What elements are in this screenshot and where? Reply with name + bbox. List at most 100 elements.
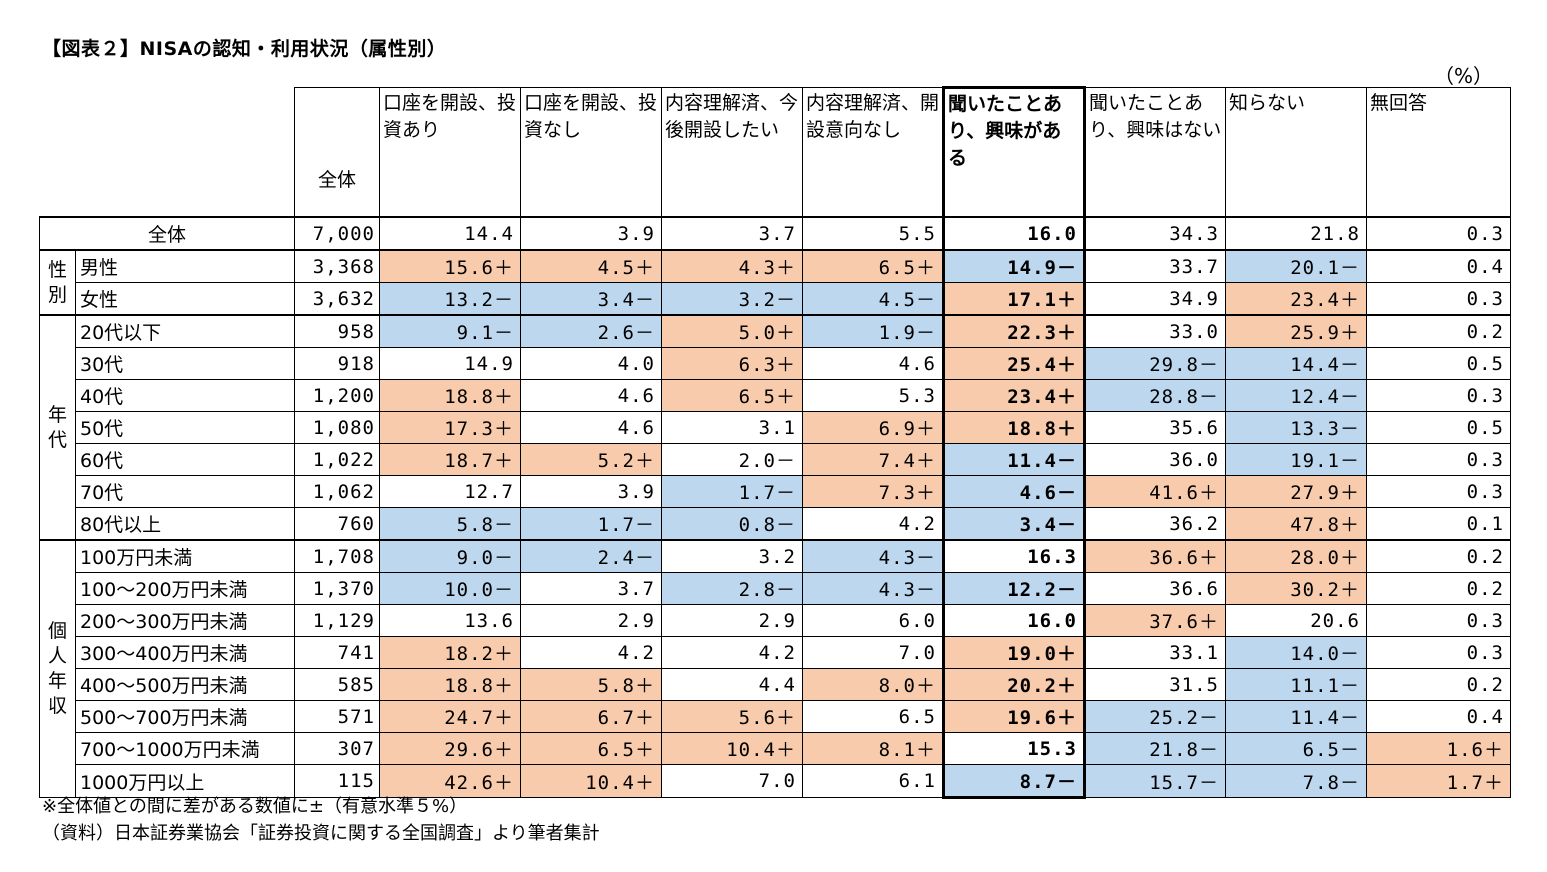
cell-value: 0.3 bbox=[1366, 216, 1511, 251]
cell-value: 11.4－ bbox=[1225, 700, 1367, 733]
cell-value: 6.7＋ bbox=[520, 700, 662, 733]
cell-value: 14.9－ bbox=[942, 249, 1086, 283]
row-label: 60代 bbox=[75, 443, 295, 476]
cell-sample-size: 3,632 bbox=[294, 282, 380, 316]
cell-value: 2.8－ bbox=[661, 572, 803, 605]
row-label: 200～300万円未満 bbox=[75, 604, 295, 637]
row-label-all: 全体 bbox=[39, 216, 295, 251]
table-row: 80代以上 760 5.8－ 1.7－ 0.8－ 4.2 3.4－ 36.2 47.8＋ 0.1 bbox=[40, 507, 1511, 541]
cell-value: 7.4＋ bbox=[802, 443, 944, 476]
cell-value: 18.8＋ bbox=[379, 668, 521, 701]
cell-value: 6.0 bbox=[802, 604, 944, 637]
cell-value: 47.8＋ bbox=[1225, 507, 1367, 541]
cell-value: 0.3 bbox=[1366, 604, 1511, 637]
cell-value: 6.5＋ bbox=[661, 379, 803, 412]
cell-value: 2.9 bbox=[520, 604, 662, 637]
cell-value: 1.6＋ bbox=[1366, 732, 1511, 765]
row-label: 400～500万円未満 bbox=[75, 668, 295, 701]
cell-value: 28.0＋ bbox=[1225, 539, 1367, 573]
cell-value: 27.9＋ bbox=[1225, 475, 1367, 508]
cell-sample-size: 918 bbox=[294, 347, 380, 380]
cell-value: 4.2 bbox=[520, 636, 662, 669]
cell-value: 21.8－ bbox=[1084, 732, 1226, 765]
row-label: 1000万円以上 bbox=[75, 764, 295, 798]
cell-value: 5.8－ bbox=[379, 507, 521, 541]
cell-value: 22.3＋ bbox=[942, 314, 1086, 348]
cell-value: 5.8＋ bbox=[520, 668, 662, 701]
cell-value: 9.1－ bbox=[379, 314, 521, 348]
cell-value: 18.7＋ bbox=[379, 443, 521, 476]
cell-value: 0.3 bbox=[1366, 282, 1511, 316]
cell-value: 23.4＋ bbox=[1225, 282, 1367, 316]
cell-value: 6.1 bbox=[802, 764, 944, 798]
note-significance: ※全体値との間に差がある数値に±（有意水準５%） bbox=[42, 796, 468, 817]
cell-value: 42.6＋ bbox=[379, 764, 521, 798]
cell-value: 4.5＋ bbox=[520, 249, 662, 283]
cell-value: 4.0 bbox=[520, 347, 662, 380]
header-col-1: 口座を開設、投資あり bbox=[379, 87, 521, 218]
table-row: 性別 男性 3,368 15.6＋ 4.5＋ 4.3＋ 6.5＋ 14.9－ 33.7 20.1－… bbox=[39, 249, 1511, 316]
row-label: 40代 bbox=[75, 379, 295, 412]
cell-value: 34.9 bbox=[1084, 282, 1226, 316]
cell-value: 33.1 bbox=[1084, 636, 1226, 669]
table-row: 400～500万円未満 585 18.8＋ 5.8＋ 4.4 8.0＋ 20.2＋ 31.5 1… bbox=[40, 668, 1511, 701]
row-label: 30代 bbox=[75, 347, 295, 380]
cell-value: 2.0－ bbox=[661, 443, 803, 476]
cell-value: 16.0 bbox=[942, 216, 1086, 251]
cell-value: 24.7＋ bbox=[379, 700, 521, 733]
cell-value: 3.9 bbox=[520, 475, 662, 508]
row-label: 女性 bbox=[75, 282, 295, 316]
group-label: 個人年収 bbox=[39, 539, 76, 798]
cell-value: 18.8＋ bbox=[942, 411, 1086, 444]
cell-value: 29.8－ bbox=[1084, 347, 1226, 380]
cell-value: 4.6 bbox=[520, 411, 662, 444]
row-label: 50代 bbox=[75, 411, 295, 444]
cell-value: 36.0 bbox=[1084, 443, 1226, 476]
table-row: 年代 20代以下 958 9.1－ 2.6－ 5.0＋ 1.9－ 22.3＋ 33.0 25.9＋… bbox=[39, 314, 1511, 541]
cell-value: 0.2 bbox=[1366, 539, 1511, 573]
cell-value: 3.1 bbox=[661, 411, 803, 444]
header-col-8: 無回答 bbox=[1366, 87, 1511, 218]
notes: ※全体値との間に差がある数値に±（有意水準５%） （資料）日本証券業協会「証券投… bbox=[42, 793, 600, 847]
group-label: 性別 bbox=[39, 249, 76, 316]
cell-value: 4.6－ bbox=[942, 475, 1086, 508]
table-row: 200～300万円未満 1,129 13.6 2.9 2.9 6.0 16.0 37.6＋ 20… bbox=[40, 604, 1511, 637]
cell-sample-size: 760 bbox=[294, 507, 380, 541]
cell-value: 2.4－ bbox=[520, 539, 662, 573]
cell-value: 0.3 bbox=[1366, 636, 1511, 669]
cell-value: 1.7－ bbox=[661, 475, 803, 508]
cell-value: 33.7 bbox=[1084, 249, 1226, 283]
cell-value: 18.8＋ bbox=[379, 379, 521, 412]
cell-value: 7.0 bbox=[802, 636, 944, 669]
cell-value: 0.5 bbox=[1366, 411, 1511, 444]
cell-value: 6.9＋ bbox=[802, 411, 944, 444]
header-col-7: 知らない bbox=[1225, 87, 1367, 218]
cell-value: 4.3＋ bbox=[661, 249, 803, 283]
table-row: 40代 1,200 18.8＋ 4.6 6.5＋ 5.3 23.4＋ 28.8－ 12.4－ 0.… bbox=[40, 379, 1511, 412]
cell-value: 16.3 bbox=[942, 539, 1086, 573]
row-label: 300～400万円未満 bbox=[75, 636, 295, 669]
header-total: 全体 bbox=[294, 87, 380, 218]
cell-value: 0.2 bbox=[1366, 314, 1511, 348]
cell-value: 0.1 bbox=[1366, 507, 1511, 541]
cell-value: 3.7 bbox=[661, 216, 803, 251]
header-col-3: 内容理解済、今後開設したい bbox=[661, 87, 803, 218]
cell-value: 19.1－ bbox=[1225, 443, 1367, 476]
cell-value: 10.4＋ bbox=[661, 732, 803, 765]
cell-value: 12.4－ bbox=[1225, 379, 1367, 412]
cell-value: 13.2－ bbox=[379, 282, 521, 316]
cell-value: 20.2＋ bbox=[942, 668, 1086, 701]
cell-value: 3.2－ bbox=[661, 282, 803, 316]
cell-sample-size: 1,129 bbox=[294, 604, 380, 637]
cell-value: 37.6＋ bbox=[1084, 604, 1226, 637]
cell-value: 6.3＋ bbox=[661, 347, 803, 380]
cell-value: 4.3－ bbox=[802, 572, 944, 605]
table-row: 30代 918 14.9 4.0 6.3＋ 4.6 25.4＋ 29.8－ 14.4－ 0.5 bbox=[40, 347, 1511, 380]
cell-value: 5.5 bbox=[802, 216, 944, 251]
cell-value: 33.0 bbox=[1084, 314, 1226, 348]
cell-sample-size: 307 bbox=[294, 732, 380, 765]
table-row: 70代 1,062 12.7 3.9 1.7－ 7.3＋ 4.6－ 41.6＋ 27.9＋ 0.3 bbox=[40, 475, 1511, 508]
header-row: 全体 口座を開設、投資あり 口座を開設、投資なし 内容理解済、今後開設したい 内… bbox=[39, 86, 1511, 218]
cell-value: 23.4＋ bbox=[942, 379, 1086, 412]
cell-value: 0.5 bbox=[1366, 347, 1511, 380]
